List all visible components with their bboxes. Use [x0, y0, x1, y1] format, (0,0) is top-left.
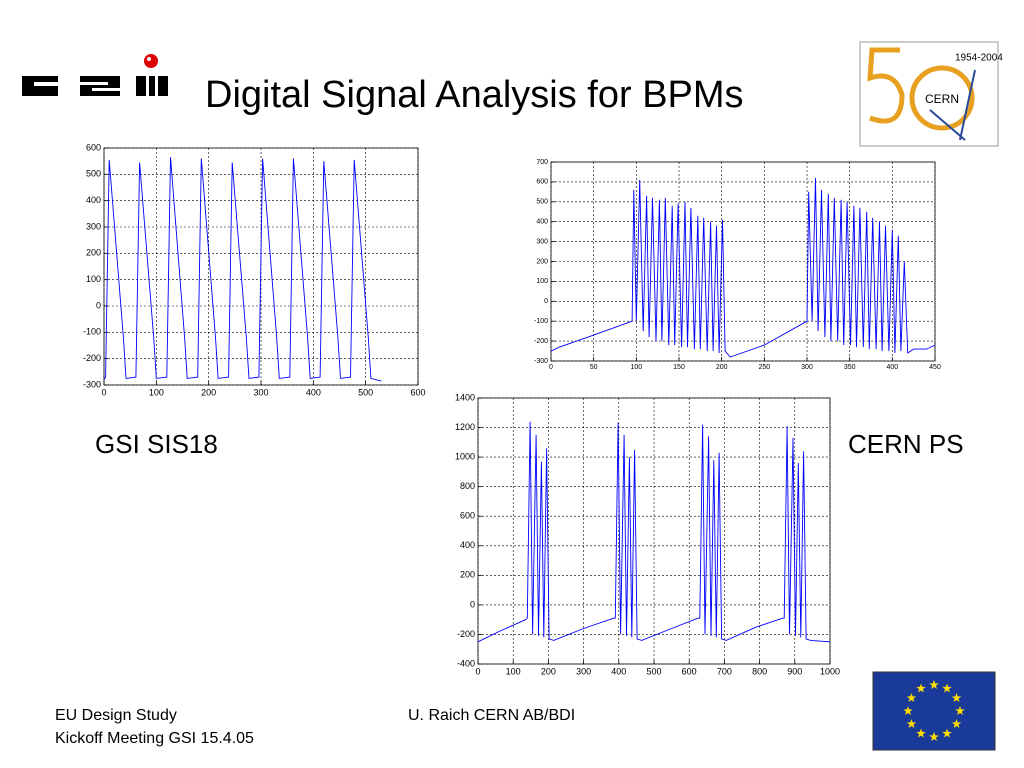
x-tick-label: 500	[358, 387, 373, 397]
y-tick-label: 0	[470, 599, 475, 609]
logo-years: 1954-2004	[955, 53, 1003, 64]
x-tick-label: 600	[682, 666, 697, 676]
y-tick-label: 600	[536, 179, 548, 186]
cern-logo: 1954-2004 CERN	[859, 41, 1003, 147]
y-tick-label: 1000	[455, 451, 475, 461]
x-tick-label: 200	[541, 666, 556, 676]
y-tick-label: 800	[460, 481, 475, 491]
x-tick-label: 200	[201, 387, 216, 397]
slide-title: Digital Signal Analysis for BPMs	[205, 74, 744, 116]
x-tick-label: 900	[787, 666, 802, 676]
x-tick-label: 200	[716, 364, 728, 371]
y-tick-label: 300	[536, 238, 548, 245]
flag-star	[955, 706, 965, 715]
y-tick-label: -400	[457, 658, 475, 668]
footer-text: U. Raich CERN AB/BDI	[408, 707, 575, 724]
eu-flag	[872, 671, 996, 751]
x-tick-label: 400	[306, 387, 321, 397]
y-tick-label: 300	[86, 221, 101, 231]
footer-text: Kickoff Meeting GSI 15.4.05	[55, 730, 254, 747]
x-tick-label: 400	[611, 666, 626, 676]
flag-star	[942, 728, 952, 738]
logo-name: CERN	[925, 92, 959, 106]
flag-star	[916, 683, 926, 693]
x-tick-label: 250	[758, 364, 770, 371]
x-tick-label: 300	[576, 666, 591, 676]
gsi-logo	[22, 54, 168, 96]
y-tick-label: -200	[83, 353, 101, 363]
x-tick-label: 600	[410, 387, 425, 397]
x-tick-label: 300	[801, 364, 813, 371]
x-tick-label: 800	[752, 666, 767, 676]
x-tick-label: 700	[717, 666, 732, 676]
flag-star	[942, 683, 952, 693]
footer-text: EU Design Study	[55, 707, 177, 724]
y-tick-label: 600	[86, 142, 101, 152]
flag-star	[916, 728, 926, 738]
flag-star	[929, 680, 939, 689]
y-tick-label: -100	[83, 327, 101, 337]
x-tick-label: 100	[630, 364, 642, 371]
y-tick-label: 1400	[455, 392, 475, 402]
y-tick-label: 0	[544, 298, 548, 305]
y-tick-label: -200	[457, 629, 475, 639]
y-tick-label: 700	[536, 159, 548, 166]
x-tick-label: 100	[149, 387, 164, 397]
x-tick-label: 50	[590, 364, 598, 371]
flag-star	[903, 706, 913, 715]
y-tick-label: -300	[534, 358, 548, 365]
signal-line	[477, 421, 831, 643]
label: CERN PS	[848, 429, 964, 459]
x-tick-label: 400	[886, 364, 898, 371]
label: GSI SIS18	[95, 429, 218, 459]
flag-star	[951, 693, 962, 702]
x-tick-label: 500	[646, 666, 661, 676]
y-tick-label: 0	[96, 300, 101, 310]
y-tick-label: -100	[534, 318, 548, 325]
x-tick-label: 0	[475, 666, 480, 676]
y-tick-label: 100	[86, 274, 101, 284]
signal-line	[103, 157, 382, 382]
y-tick-label: 200	[460, 570, 475, 580]
flag-star	[906, 693, 917, 702]
y-tick-label: 400	[460, 540, 475, 550]
x-tick-label: 100	[506, 666, 521, 676]
flag-star	[929, 732, 939, 741]
y-tick-label: -200	[534, 338, 548, 345]
x-tick-label: 1000	[820, 666, 840, 676]
x-tick-label: 450	[929, 364, 941, 371]
x-tick-label: 300	[253, 387, 268, 397]
y-tick-label: 500	[536, 199, 548, 206]
x-tick-label: 0	[101, 387, 106, 397]
x-tick-label: 350	[844, 364, 856, 371]
y-tick-label: 200	[86, 248, 101, 258]
y-tick-label: -300	[83, 379, 101, 389]
y-tick-label: 400	[536, 219, 548, 226]
y-tick-label: 200	[536, 258, 548, 265]
y-tick-label: 600	[460, 511, 475, 521]
y-tick-label: 400	[86, 195, 101, 205]
flag-star	[951, 719, 962, 728]
y-tick-label: 500	[86, 169, 101, 179]
y-tick-label: 1200	[455, 422, 475, 432]
y-tick-label: 100	[536, 278, 548, 285]
flag-star	[906, 719, 917, 728]
x-tick-label: 0	[549, 364, 553, 371]
x-tick-label: 150	[673, 364, 685, 371]
signal-line	[550, 177, 936, 358]
